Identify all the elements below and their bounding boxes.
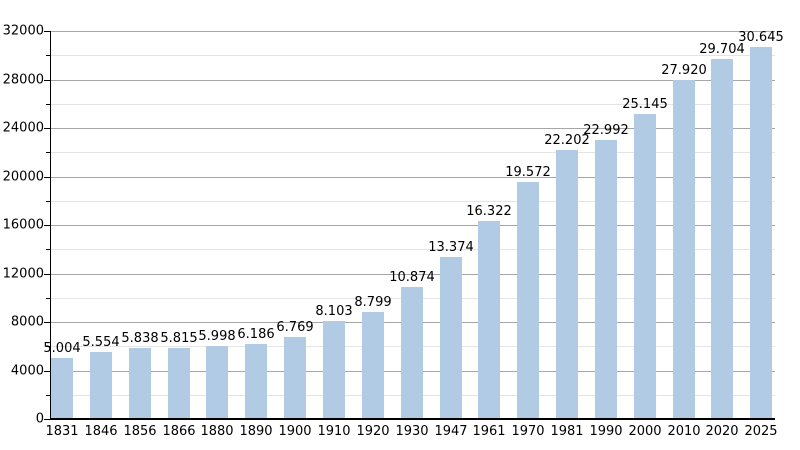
bar — [673, 80, 695, 419]
bar-value-label: 22.992 — [583, 123, 629, 138]
y-axis-tick-label: 4000 — [10, 363, 44, 379]
x-axis-tick-label: 1866 — [162, 424, 196, 439]
y-axis-tick — [46, 346, 50, 347]
y-axis-tick-label: 12000 — [2, 266, 44, 282]
bar-value-label: 8.799 — [354, 295, 392, 310]
gridline-major — [50, 31, 775, 32]
x-axis-tick-label: 2025 — [744, 424, 778, 439]
bar-value-label: 5.004 — [43, 341, 81, 356]
gridline-minor — [50, 249, 775, 250]
y-axis-line — [50, 31, 51, 419]
bar — [750, 47, 772, 419]
x-axis-tick-label: 1831 — [45, 424, 79, 439]
x-axis-tick-label: 2010 — [667, 424, 701, 439]
x-axis-tick-label: 1856 — [123, 424, 157, 439]
bar-value-label: 27.920 — [661, 63, 707, 78]
bar-value-label: 5.815 — [160, 331, 198, 346]
y-axis-tick — [46, 395, 50, 396]
y-axis-tick — [46, 249, 50, 250]
bar-value-label: 13.374 — [428, 240, 474, 255]
y-axis-tick-label: 32000 — [2, 23, 44, 39]
bar — [168, 348, 190, 419]
x-axis-tick-label: 1900 — [278, 424, 312, 439]
bar — [245, 344, 267, 419]
x-axis-tick-label: 1890 — [239, 424, 273, 439]
x-axis-tick-label: 1961 — [472, 424, 506, 439]
gridline-major — [50, 225, 775, 226]
bar — [129, 348, 151, 419]
y-axis-tick — [44, 128, 50, 129]
gridline-major — [50, 274, 775, 275]
y-axis-tick — [46, 201, 50, 202]
y-axis-tick-label: 16000 — [2, 217, 44, 233]
bar-value-label: 5.998 — [198, 329, 236, 344]
bar — [323, 321, 345, 419]
y-axis-tick — [44, 225, 50, 226]
y-axis-tick — [44, 322, 50, 323]
bar-value-label: 19.572 — [505, 165, 551, 180]
gridline-minor — [50, 55, 775, 56]
gridline-major — [50, 80, 775, 81]
x-axis-tick-label: 1947 — [434, 424, 468, 439]
bar — [401, 287, 423, 419]
gridline-minor — [50, 201, 775, 202]
bar-value-label: 16.322 — [466, 204, 512, 219]
x-axis-tick-label: 1981 — [550, 424, 584, 439]
bar-value-label: 6.186 — [237, 327, 275, 342]
y-axis-tick-label: 24000 — [2, 120, 44, 136]
bar-value-label: 5.554 — [82, 335, 120, 350]
y-axis-tick — [46, 55, 50, 56]
y-axis-tick — [44, 274, 50, 275]
x-axis-tick-label: 1880 — [200, 424, 234, 439]
bar — [634, 114, 656, 419]
bar-value-label: 6.769 — [276, 320, 314, 335]
x-axis-tick-label: 2000 — [628, 424, 662, 439]
gridline-minor — [50, 104, 775, 105]
gridline-major — [50, 177, 775, 178]
y-axis-tick — [44, 80, 50, 81]
y-axis-tick — [44, 419, 50, 420]
bar — [206, 346, 228, 419]
y-axis-tick — [44, 371, 50, 372]
bar — [362, 312, 384, 419]
bar — [711, 59, 733, 419]
x-axis-tick-label: 1846 — [84, 424, 118, 439]
x-axis-tick-label: 1910 — [317, 424, 351, 439]
x-axis-tick-label: 2020 — [705, 424, 739, 439]
bar — [595, 140, 617, 419]
bar — [556, 150, 578, 419]
bar — [51, 358, 73, 419]
bar — [90, 352, 112, 419]
y-axis-tick — [46, 298, 50, 299]
bar — [440, 257, 462, 419]
y-axis-tick-label: 8000 — [10, 314, 44, 330]
x-axis-tick-label: 1970 — [511, 424, 545, 439]
bar-value-label: 29.704 — [699, 42, 745, 57]
bar-value-label: 30.645 — [738, 30, 784, 45]
gridline-minor — [50, 152, 775, 153]
bar — [284, 337, 306, 419]
y-axis-tick — [44, 31, 50, 32]
y-axis-tick-label: 0 — [35, 411, 44, 427]
x-axis-tick-label: 1920 — [356, 424, 390, 439]
bar-value-label: 25.145 — [622, 97, 668, 112]
y-axis-tick-label: 28000 — [2, 72, 44, 88]
bar-value-label: 10.874 — [389, 270, 435, 285]
y-axis-tick — [46, 152, 50, 153]
y-axis-tick — [44, 177, 50, 178]
bar — [517, 182, 539, 419]
y-axis-tick-label: 20000 — [2, 169, 44, 185]
bar — [478, 221, 500, 419]
bar-value-label: 22.202 — [544, 133, 590, 148]
x-axis-tick-label: 1930 — [395, 424, 429, 439]
y-axis-tick — [46, 104, 50, 105]
x-axis-tick-label: 1990 — [589, 424, 623, 439]
bar-value-label: 5.838 — [121, 331, 159, 346]
gridline-major — [50, 128, 775, 129]
x-axis-line — [50, 418, 775, 420]
bar-value-label: 8.103 — [315, 304, 353, 319]
